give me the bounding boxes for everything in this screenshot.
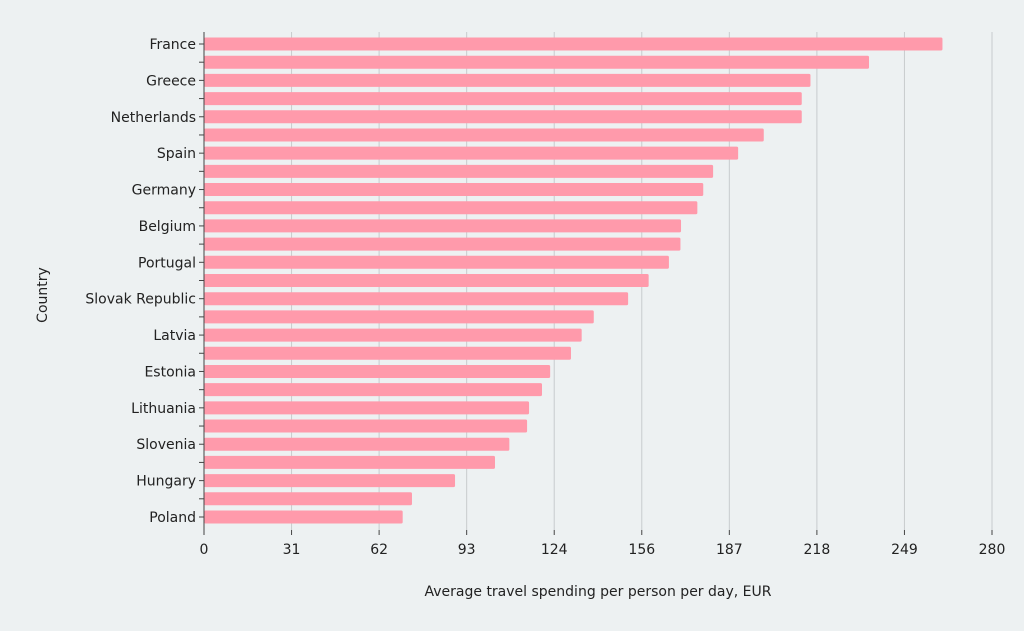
bar	[204, 419, 528, 433]
category-label: Portugal	[138, 255, 196, 271]
bar	[204, 110, 802, 124]
category-labels: France Greece Netherlands Spain Germany Belgi…	[85, 37, 204, 526]
bar	[204, 437, 510, 451]
bars	[204, 37, 943, 524]
bar	[204, 274, 649, 287]
bar	[204, 37, 943, 51]
x-tick-labels: 0 31 62 93 124 156 187 218 249 280	[200, 530, 1006, 558]
x-tick-label: 62	[370, 542, 388, 558]
bar	[204, 201, 698, 215]
bar	[204, 128, 764, 142]
x-tick-label: 156	[628, 542, 655, 558]
category-label: Slovenia	[136, 437, 196, 453]
category-label: Greece	[146, 73, 196, 89]
bar	[204, 164, 714, 178]
category-label: Lithuania	[131, 401, 196, 417]
category-label: Belgium	[139, 219, 196, 235]
bar	[204, 364, 551, 378]
category-label: Spain	[157, 146, 196, 162]
bar	[204, 183, 704, 197]
x-tick-label: 280	[979, 542, 1006, 558]
bar	[204, 310, 594, 324]
bar	[204, 292, 629, 306]
x-tick-label: 187	[716, 542, 743, 558]
bar	[204, 328, 582, 342]
bar	[204, 237, 681, 251]
category-label: Poland	[149, 510, 196, 526]
bar	[204, 492, 412, 506]
category-label: Hungary	[136, 474, 196, 490]
bar	[204, 510, 403, 524]
bar	[204, 401, 530, 415]
category-label: Netherlands	[111, 110, 196, 126]
bar	[204, 219, 682, 233]
x-tick-label: 218	[804, 542, 831, 558]
category-label: Germany	[132, 183, 196, 199]
bar	[204, 455, 495, 469]
bar	[204, 346, 571, 360]
bar	[204, 255, 669, 269]
category-label: Latvia	[153, 328, 196, 344]
bar	[204, 73, 811, 87]
x-tick-label: 93	[458, 542, 476, 558]
bar	[204, 383, 542, 397]
x-tick-label: 31	[283, 542, 301, 558]
bar	[204, 146, 739, 160]
x-tick-label: 249	[891, 542, 918, 558]
category-label: Estonia	[144, 364, 196, 380]
category-label: France	[149, 37, 196, 53]
y-axis-title: Country	[35, 267, 51, 323]
bar	[204, 474, 456, 488]
x-tick-label: 0	[200, 542, 209, 558]
x-axis-title: Average travel spending per person per d…	[425, 584, 772, 600]
bar	[204, 92, 802, 106]
category-label: Slovak Republic	[85, 292, 196, 308]
bar	[204, 55, 870, 69]
x-tick-label: 124	[541, 542, 568, 558]
